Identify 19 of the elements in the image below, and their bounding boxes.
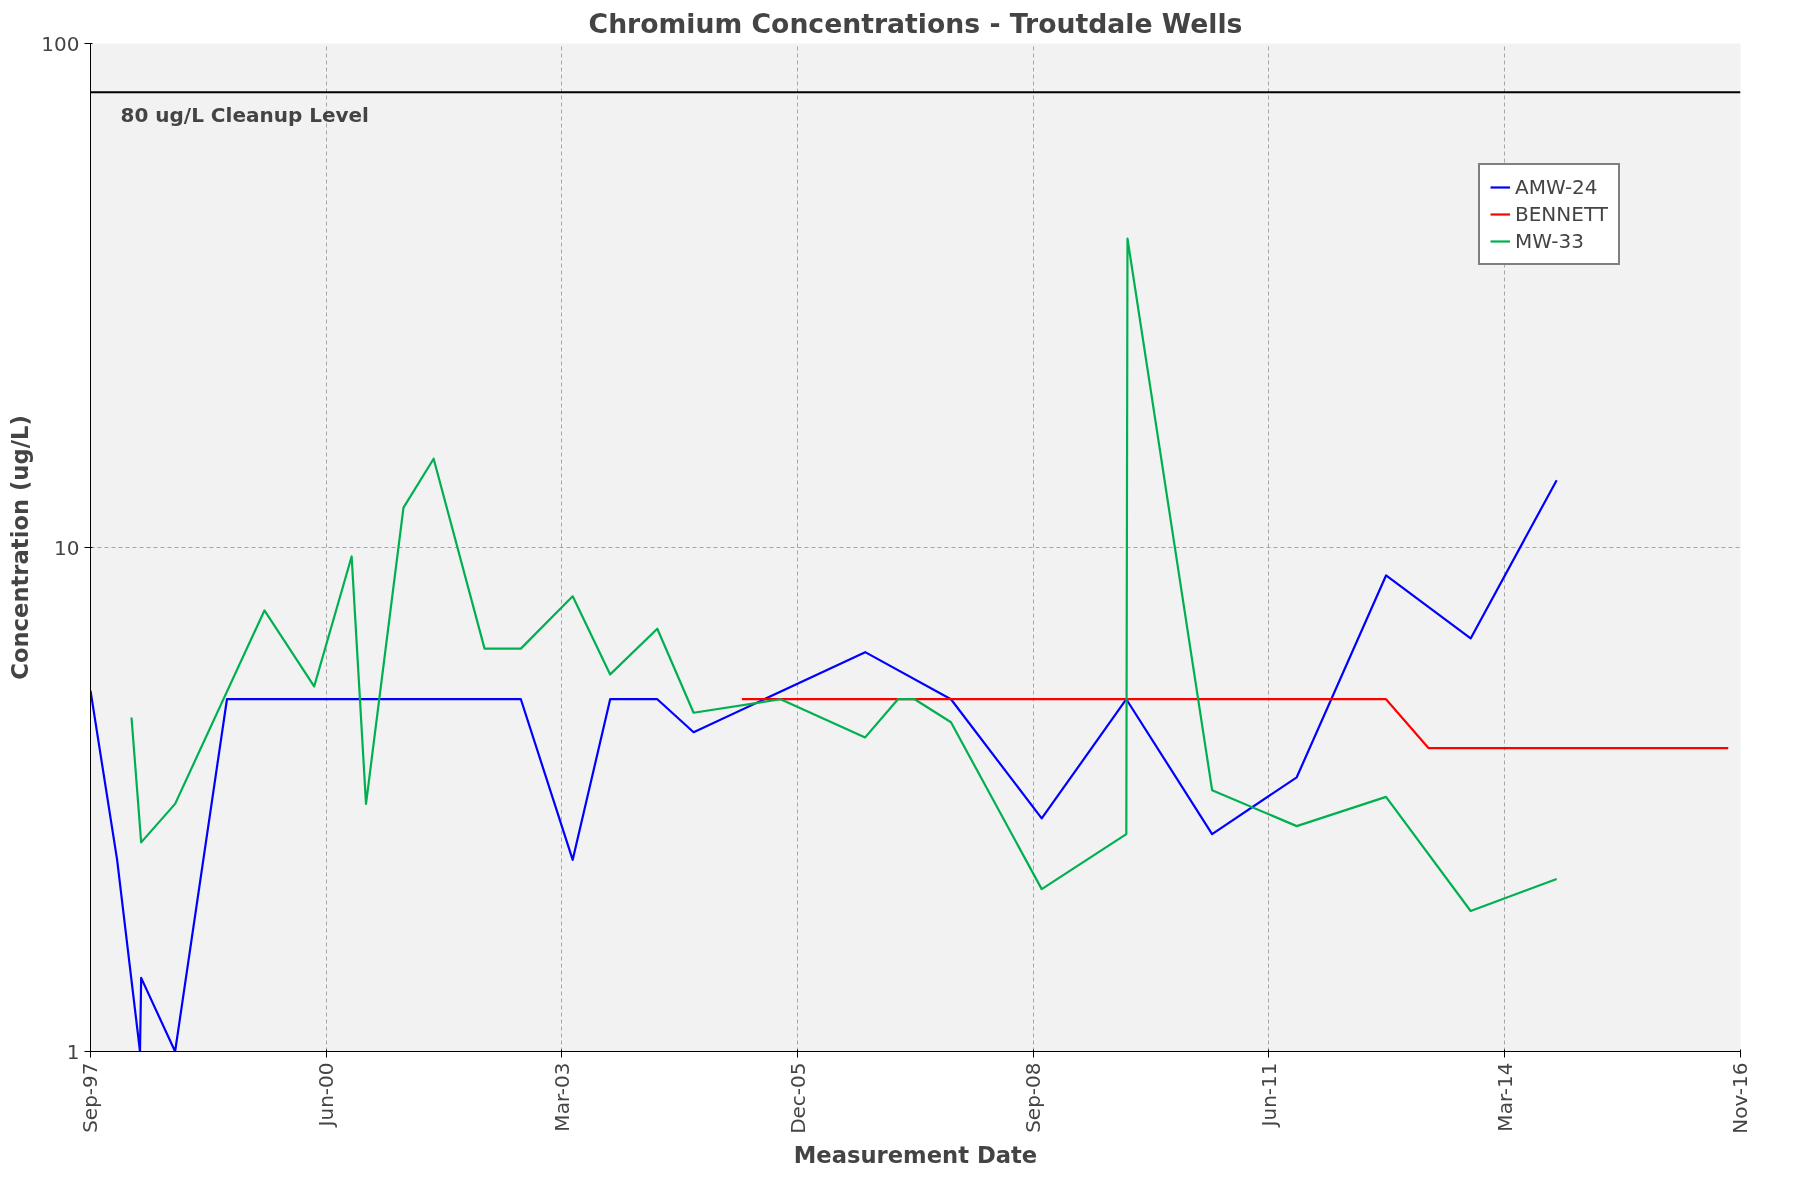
chart-title: Chromium Concentrations - Troutdale Wells	[588, 7, 1243, 39]
y-tick-label: 100	[41, 31, 80, 56]
legend-label: AMW-24	[1515, 175, 1598, 199]
x-tick-label: Jun-11	[1256, 1062, 1281, 1129]
x-tick-label: Jun-00	[314, 1062, 339, 1129]
legend-label: MW-33	[1515, 229, 1584, 253]
x-tick-label: Mar-03	[549, 1062, 574, 1132]
x-tick-label: Nov-16	[1728, 1062, 1753, 1134]
x-tick-label: Mar-14	[1492, 1062, 1517, 1132]
y-tick-label: 10	[54, 535, 80, 560]
ref-line-label: 80 ug/L Cleanup Level	[120, 103, 369, 128]
x-tick-label: Sep-97	[78, 1062, 103, 1133]
legend-label: BENNETT	[1515, 202, 1608, 226]
y-axis-title: Concentration (ug/L)	[7, 415, 34, 680]
x-tick-label: Dec-05	[785, 1062, 810, 1134]
x-axis-title: Measurement Date	[793, 1141, 1038, 1168]
line-series	[90, 479, 1558, 1052]
y-tick-label: 1	[66, 1039, 80, 1064]
x-tick-label: Sep-08	[1021, 1062, 1046, 1133]
